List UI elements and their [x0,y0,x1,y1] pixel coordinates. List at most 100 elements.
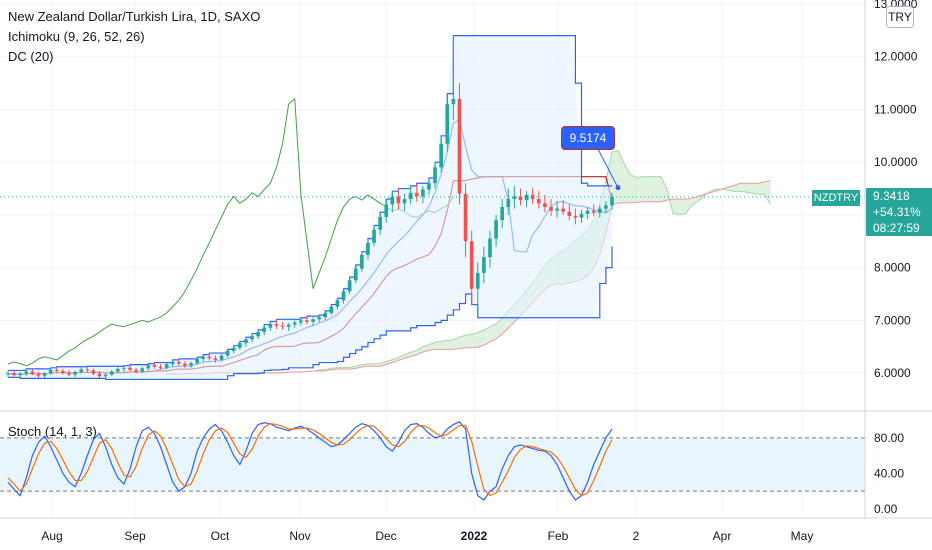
x-tick-label: May [791,529,814,543]
price-overlays [0,148,865,198]
candle-body [408,192,413,200]
candle-body [103,374,108,377]
candle-body [299,320,303,323]
candle-body [176,362,181,364]
candle-body [152,365,157,367]
candle-body [244,339,248,344]
candle-body [18,373,23,376]
x-tick-label: Oct [211,529,230,543]
candle-body [109,371,114,375]
candle-body [183,363,187,366]
stoch-d-line [7,423,613,497]
last-price-tag: 9.3418 +54.31% 08:27:59 [866,188,932,236]
candle-body [79,369,84,373]
candle-body [396,196,401,204]
callout-point [615,185,621,191]
candle-body [421,189,425,197]
candle-body [158,366,163,368]
candle-body [402,199,407,204]
stoch-y-tick-label: 80.00 [874,431,904,445]
symbol-tag: NZDTRY [812,190,860,206]
candle-body [201,356,206,359]
candle-body [347,280,352,292]
candle-body [48,369,53,374]
stoch-legend[interactable]: Stoch (14, 1, 3) [8,424,97,439]
x-tick-label: 2 [633,529,640,543]
y-tick-label: 8.0000 [874,261,911,275]
candle-body [482,257,486,273]
candle-body [414,192,419,197]
candle-body [366,242,370,255]
candle-body [238,343,242,348]
candle-body [170,362,175,365]
candle-body [164,364,169,368]
dc-legend[interactable]: DC (20) [8,49,54,64]
candle-body [329,306,334,313]
candle-body [488,238,492,258]
candle-body [585,210,590,214]
y-tick-label: 12.0000 [874,50,918,64]
stoch-k-line [7,421,613,501]
candle-body [225,350,230,356]
candle-body [311,319,315,322]
candle-body [323,312,328,318]
candle-body [390,196,395,205]
chikou-line [7,97,454,367]
candle-body [335,300,340,307]
candle-body [219,355,224,360]
candle-body [524,194,529,201]
candle-body [512,196,517,200]
candle-body [555,208,559,211]
candle-body [36,374,41,376]
price-callout[interactable]: 9.5174 [561,126,615,150]
candle-body [280,325,285,327]
candle-body [341,291,346,301]
candle-body [579,213,584,218]
y-tick-label: 13.0000 [874,0,918,11]
bar-countdown: 08:27:59 [873,221,920,235]
chart-title[interactable]: New Zealand Dollar/Turkish Lira, 1D, SAX… [8,9,261,24]
candle-body [134,369,138,372]
ichimoku-legend[interactable]: Ichimoku (9, 26, 52, 26) [8,29,145,44]
senkou-b-line [166,180,771,375]
candle-body [451,98,456,105]
candle-body [469,241,474,289]
candle-body [567,211,572,216]
candle-body [536,199,541,204]
stoch-y-tick-label: 40.00 [874,466,904,480]
candle-body [286,324,291,327]
callout-connector [597,148,619,188]
candle-body [604,205,608,209]
x-tick-label: Sep [124,529,146,543]
candle-body [360,254,364,269]
candle-body [85,369,90,371]
y-tick-label: 7.0000 [874,313,911,327]
candle-body [231,347,236,351]
candle-body [561,208,566,212]
candle-body [433,167,437,184]
candle-body [610,196,614,206]
candle-body [195,358,199,364]
candle-body [573,215,578,218]
candle-body [97,373,102,377]
candle-body [384,204,389,218]
donchian-lower [8,246,613,381]
candle-body [439,143,444,168]
y-tick-label: 6.0000 [874,366,911,380]
candle-body [317,317,321,320]
candle-body [543,203,547,207]
candle-body [67,373,71,375]
x-tick-label: Aug [41,529,62,543]
candle-body [500,207,505,221]
currency-badge[interactable]: TRY [886,6,914,28]
stoch-band [0,437,865,492]
candle-body [256,331,260,337]
candle-body [128,367,132,370]
candle-body [292,322,297,325]
donchian-fill [8,35,612,380]
candle-body [61,370,65,374]
candle-body [274,324,279,326]
candle-body [597,208,602,213]
candle-body [140,368,145,372]
